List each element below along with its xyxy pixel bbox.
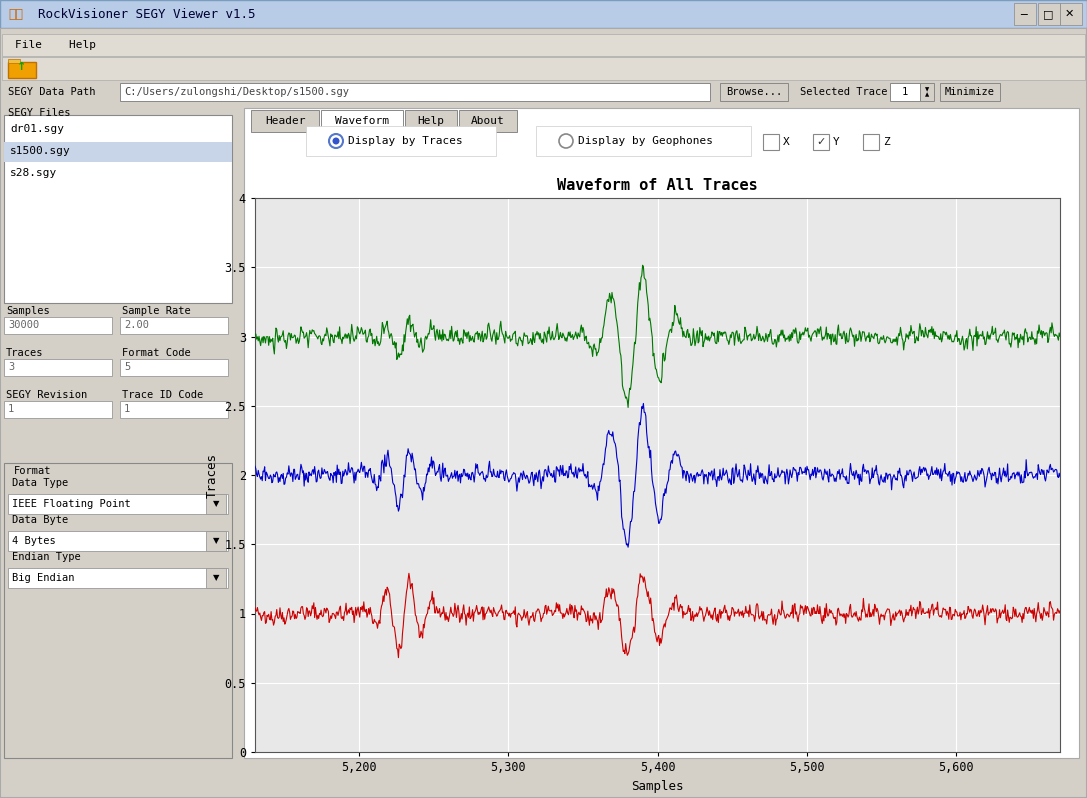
Text: ▼: ▼: [213, 574, 220, 583]
Bar: [2, 34, 1085, 56]
Text: 30000: 30000: [8, 320, 39, 330]
Text: ↑: ↑: [17, 62, 27, 72]
Text: 1: 1: [902, 87, 908, 97]
Text: Help: Help: [417, 116, 445, 126]
Text: Data Byte: Data Byte: [12, 515, 68, 525]
Bar: [207, 568, 226, 588]
Title: Waveform of All Traces: Waveform of All Traces: [558, 178, 758, 192]
Bar: [120, 317, 228, 334]
Text: RockVisioner SEGY Viewer v1.5: RockVisioner SEGY Viewer v1.5: [38, 7, 255, 21]
Bar: [459, 110, 517, 132]
Bar: [813, 134, 829, 150]
FancyBboxPatch shape: [1060, 3, 1082, 26]
Text: Header: Header: [265, 116, 305, 126]
Text: ▲: ▲: [925, 93, 929, 97]
Bar: [120, 359, 228, 376]
Text: 1: 1: [8, 404, 14, 414]
Text: Trace ID Code: Trace ID Code: [122, 390, 203, 400]
Bar: [4, 359, 112, 376]
Text: SEGY Data Path: SEGY Data Path: [8, 87, 96, 97]
Bar: [4, 401, 112, 418]
Text: 4 Bytes: 4 Bytes: [12, 536, 55, 546]
Bar: [321, 110, 403, 132]
Text: 2.00: 2.00: [124, 320, 149, 330]
Bar: [8, 59, 20, 63]
Bar: [207, 494, 226, 514]
Text: ▼: ▼: [213, 536, 220, 546]
X-axis label: Samples: Samples: [632, 780, 684, 792]
FancyBboxPatch shape: [1038, 3, 1060, 26]
Text: ▼: ▼: [213, 500, 220, 508]
Text: Endian Type: Endian Type: [12, 552, 80, 562]
Text: Display by Geophones: Display by Geophones: [578, 136, 713, 146]
Bar: [251, 110, 318, 132]
Text: Traces: Traces: [7, 348, 43, 358]
Text: Format: Format: [14, 466, 51, 476]
Text: Browse...: Browse...: [726, 87, 783, 97]
Text: ─: ─: [1021, 9, 1027, 19]
Bar: [243, 108, 1079, 758]
Bar: [4, 463, 232, 758]
Text: dr01.sgy: dr01.sgy: [10, 124, 64, 134]
Text: 1: 1: [124, 404, 130, 414]
Bar: [405, 110, 457, 132]
Y-axis label: Traces: Traces: [207, 452, 220, 497]
Bar: [720, 83, 788, 101]
Text: Big Endian: Big Endian: [12, 573, 75, 583]
Bar: [8, 568, 228, 588]
Bar: [8, 494, 228, 514]
Text: Samples: Samples: [7, 306, 50, 316]
Bar: [863, 134, 879, 150]
Bar: [8, 531, 228, 551]
Text: □: □: [1042, 9, 1053, 19]
Text: 3: 3: [8, 362, 14, 372]
Text: X: X: [783, 137, 790, 147]
Bar: [890, 83, 920, 101]
Text: Waveform: Waveform: [335, 116, 389, 126]
Text: SEGY Files: SEGY Files: [8, 108, 71, 118]
Text: Z: Z: [883, 137, 890, 147]
Bar: [2, 57, 1085, 80]
Text: SEGY Revision: SEGY Revision: [7, 390, 87, 400]
Text: Format Code: Format Code: [122, 348, 190, 358]
Bar: [307, 126, 496, 156]
Bar: [8, 62, 36, 78]
Text: IEEE Floating Point: IEEE Floating Point: [12, 499, 130, 509]
Text: About: About: [471, 116, 504, 126]
FancyBboxPatch shape: [1014, 3, 1036, 26]
Text: Sample Rate: Sample Rate: [122, 306, 190, 316]
Bar: [4, 142, 232, 162]
Text: ✓: ✓: [816, 137, 826, 147]
Text: Data Type: Data Type: [12, 478, 68, 488]
Circle shape: [329, 134, 343, 148]
Bar: [920, 83, 934, 101]
Bar: [120, 401, 228, 418]
Circle shape: [559, 134, 573, 148]
Text: Minimize: Minimize: [945, 87, 995, 97]
Bar: [120, 83, 710, 101]
Bar: [940, 83, 1000, 101]
Text: Display by Traces: Display by Traces: [348, 136, 463, 146]
Bar: [4, 317, 112, 334]
Text: Y: Y: [833, 137, 840, 147]
Text: s28.sgy: s28.sgy: [10, 168, 58, 178]
Text: File    Help: File Help: [15, 40, 96, 50]
Text: Selected Trace: Selected Trace: [800, 87, 887, 97]
Bar: [207, 531, 226, 551]
Text: ▼: ▼: [925, 88, 929, 93]
Bar: [4, 115, 232, 303]
Text: 5: 5: [124, 362, 130, 372]
Text: ᗑᗓ: ᗑᗓ: [9, 7, 24, 21]
Text: C:/Users/zulongshi/Desktop/s1500.sgy: C:/Users/zulongshi/Desktop/s1500.sgy: [124, 87, 349, 97]
Bar: [536, 126, 751, 156]
Text: s1500.sgy: s1500.sgy: [10, 146, 71, 156]
Bar: [763, 134, 779, 150]
Circle shape: [333, 137, 339, 144]
Text: ✕: ✕: [1065, 9, 1074, 19]
FancyBboxPatch shape: [0, 0, 1087, 28]
